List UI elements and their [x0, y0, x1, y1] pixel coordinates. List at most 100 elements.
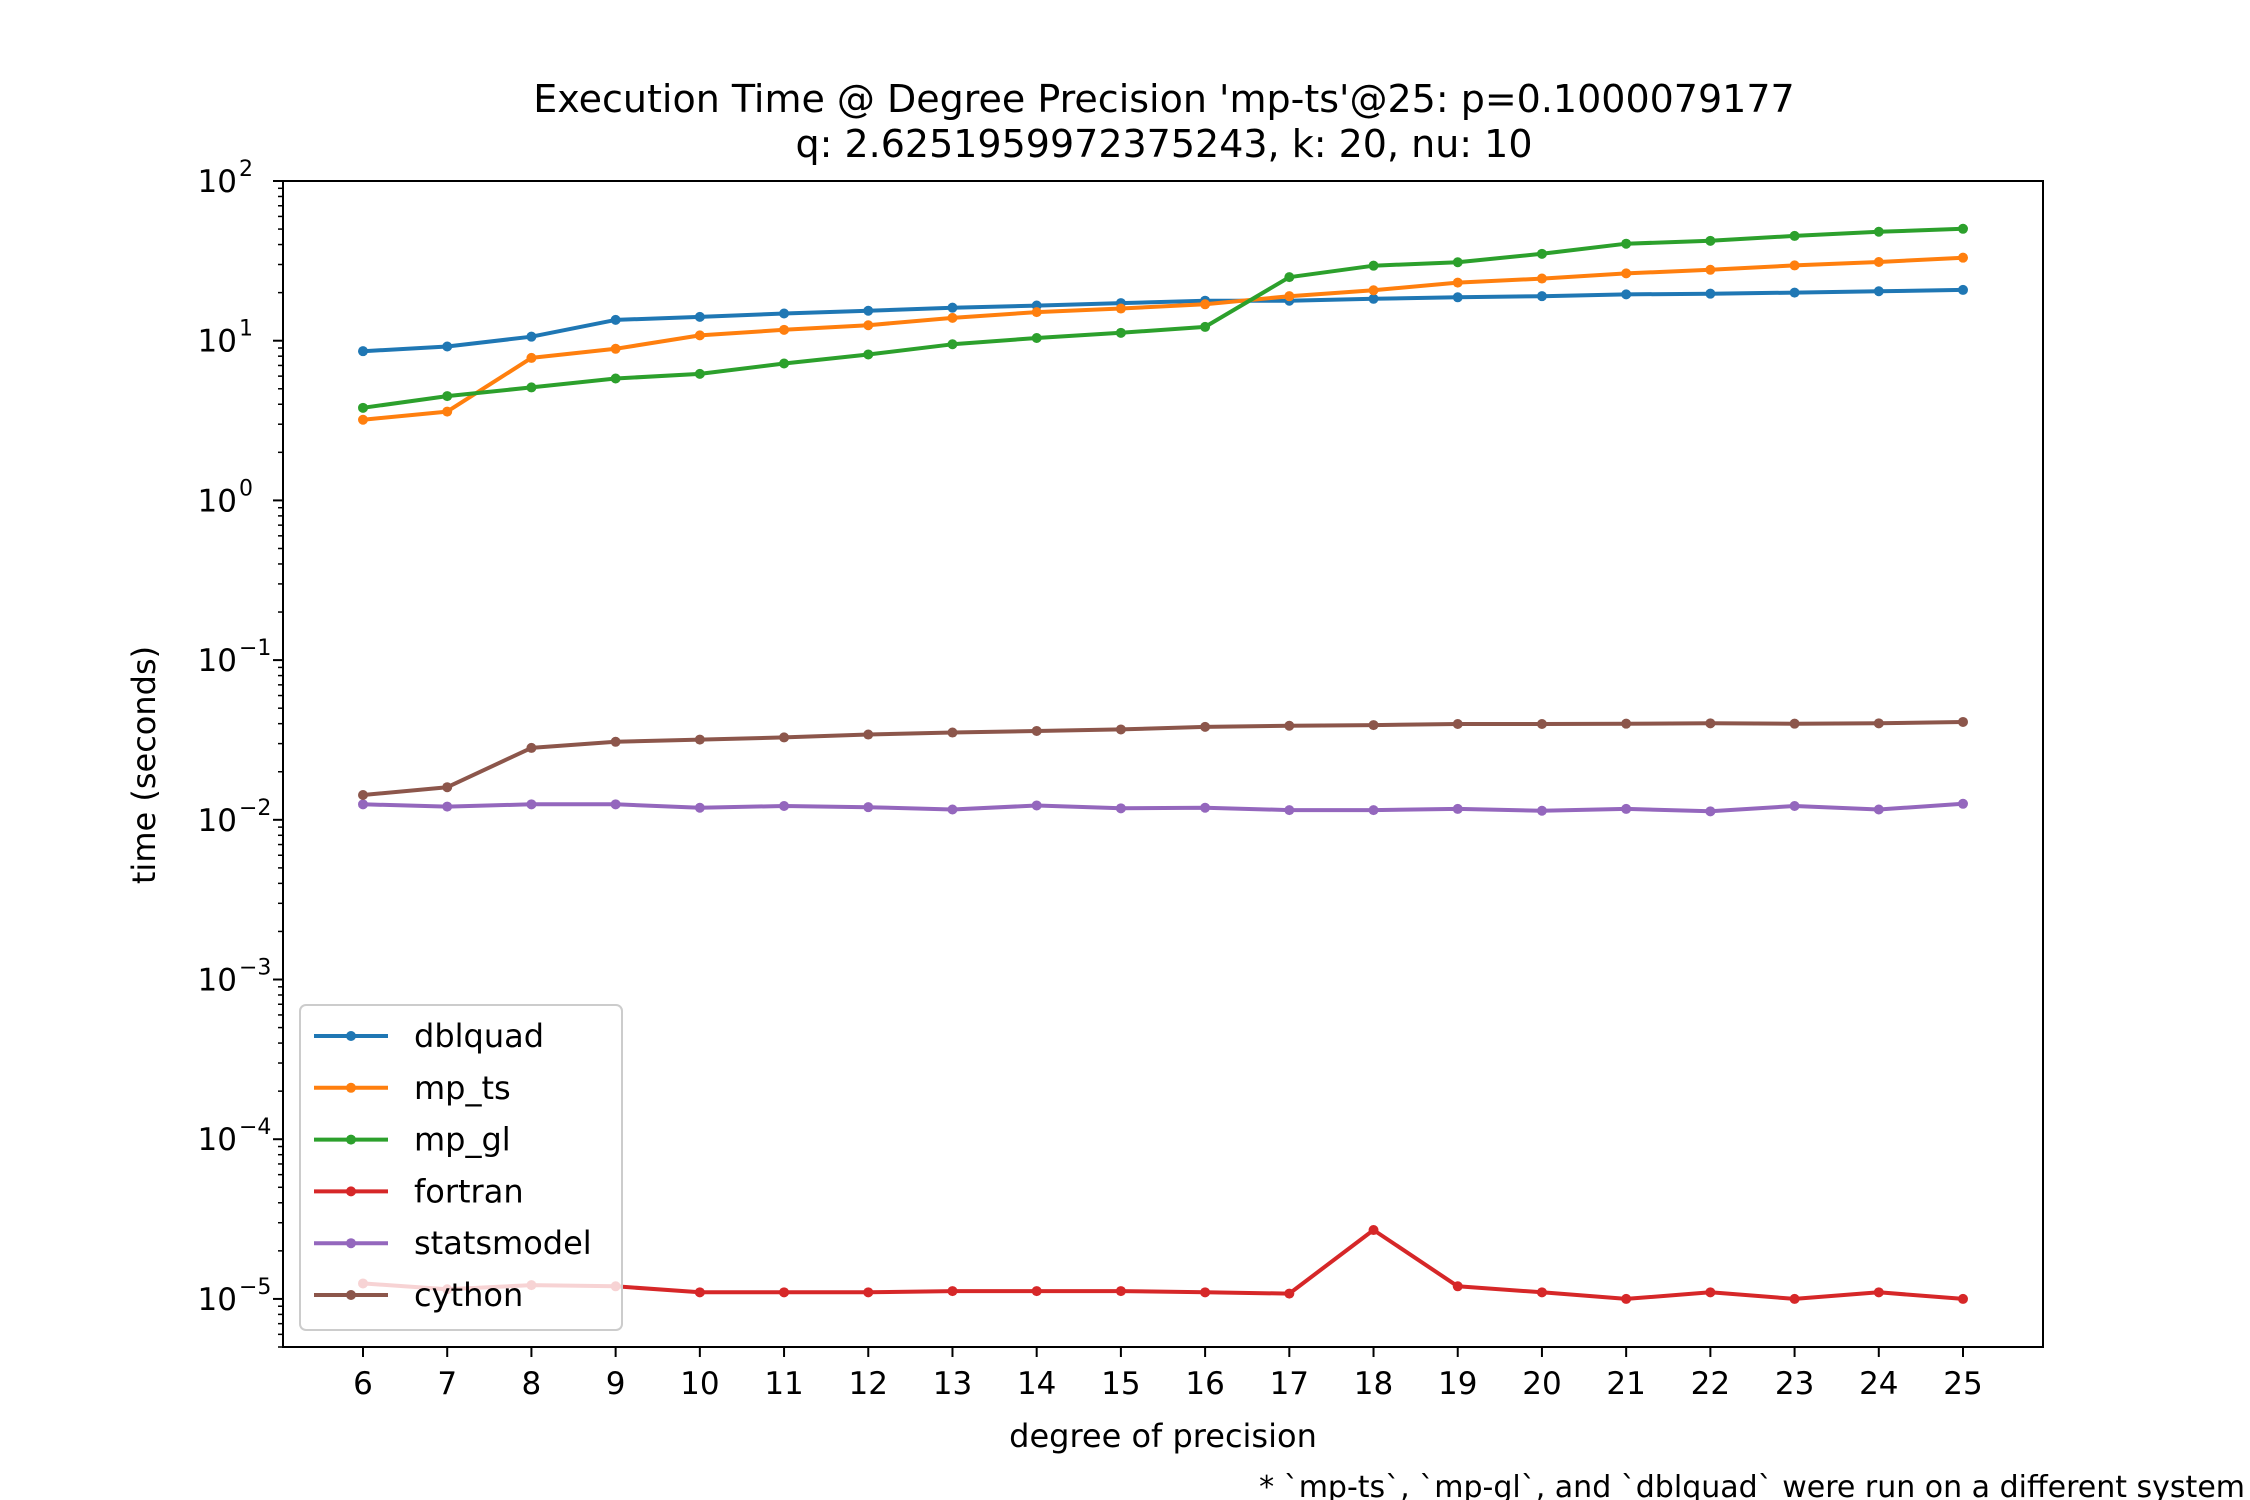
- x-tick-label: 17: [1270, 1366, 1309, 1402]
- data-point-cython: [1368, 720, 1379, 731]
- data-point-statsmodel: [526, 799, 537, 810]
- y-tick-label: 10: [198, 963, 237, 999]
- data-point-mp_gl: [1789, 230, 1800, 241]
- data-point-fortran: [1452, 1281, 1463, 1292]
- data-point-fortran: [1284, 1288, 1295, 1299]
- data-point-dblquad: [610, 314, 621, 325]
- plot-frame: [282, 180, 2044, 1348]
- data-point-mp_ts: [947, 312, 958, 323]
- x-tick-label: 14: [1017, 1366, 1056, 1402]
- data-point-cython: [947, 727, 958, 738]
- data-point-mp_ts: [1031, 307, 1042, 318]
- y-tick-exponent: −3: [239, 956, 271, 981]
- chart-title: Execution Time @ Degree Precision 'mp-ts…: [533, 77, 1794, 121]
- legend-label-mp_ts: mp_ts: [414, 1069, 511, 1107]
- data-point-statsmodel: [1789, 801, 1800, 812]
- data-point-mp_gl: [358, 402, 368, 413]
- data-point-mp_gl: [947, 339, 958, 350]
- data-point-fortran: [1621, 1293, 1632, 1304]
- data-point-fortran: [694, 1287, 705, 1298]
- data-point-cython: [1873, 718, 1884, 729]
- data-point-statsmodel: [1284, 805, 1295, 816]
- x-tick-label: 16: [1185, 1366, 1224, 1402]
- y-tick-label: 10: [198, 643, 237, 679]
- data-point-fortran: [1705, 1287, 1716, 1298]
- legend-label-dblquad: dblquad: [414, 1017, 544, 1055]
- data-point-mp_gl: [863, 349, 874, 360]
- y-tick-exponent: −2: [239, 796, 271, 821]
- y-tick-exponent: 1: [239, 317, 253, 342]
- x-tick-label: 20: [1522, 1366, 1561, 1402]
- plot-area: [358, 223, 1968, 1304]
- x-tick-label: 15: [1101, 1366, 1140, 1402]
- data-point-fortran: [863, 1287, 874, 1298]
- data-point-statsmodel: [1115, 803, 1126, 814]
- data-point-fortran: [1958, 1293, 1968, 1304]
- data-point-cython: [610, 736, 621, 747]
- data-point-mp_gl: [1621, 238, 1632, 249]
- data-point-statsmodel: [610, 799, 621, 810]
- legend-label-fortran: fortran: [414, 1172, 524, 1210]
- data-point-dblquad: [694, 311, 705, 322]
- data-point-mp_gl: [1284, 272, 1295, 283]
- data-point-fortran: [947, 1286, 958, 1297]
- data-point-mp_gl: [694, 368, 705, 379]
- footnote: * `mp-ts`, `mp-gl`, and `dblquad` were r…: [1259, 1470, 2245, 1500]
- legend-label-cython: cython: [414, 1276, 523, 1314]
- y-tick-label: 10: [198, 1122, 237, 1158]
- x-tick-label: 25: [1943, 1366, 1982, 1402]
- data-point-mp_gl: [1115, 327, 1126, 338]
- x-tick-label: 13: [933, 1366, 972, 1402]
- data-point-statsmodel: [1705, 806, 1716, 817]
- legend-marker-cython: [346, 1290, 356, 1300]
- data-point-cython: [694, 734, 705, 745]
- data-point-mp_ts: [526, 352, 537, 363]
- data-point-statsmodel: [1031, 800, 1042, 811]
- x-axis: 6 7 8 9 10 11 12 13 14 15 16 17 18 19 20 21 22 23 24 25: [353, 1347, 1983, 1402]
- data-point-cython: [1958, 716, 1968, 727]
- x-tick-label: 6: [353, 1366, 373, 1402]
- data-point-dblquad: [358, 346, 368, 357]
- data-point-statsmodel: [1621, 803, 1632, 814]
- data-point-dblquad: [1368, 293, 1379, 304]
- data-point-mp_ts: [1873, 257, 1884, 268]
- data-point-cython: [779, 732, 790, 743]
- legend-label-mp_gl: mp_gl: [414, 1121, 511, 1159]
- data-point-dblquad: [1621, 289, 1632, 300]
- data-point-cython: [358, 790, 368, 801]
- data-point-statsmodel: [358, 799, 368, 810]
- data-point-mp_gl: [1368, 260, 1379, 271]
- data-point-dblquad: [779, 308, 790, 319]
- data-point-fortran: [1200, 1287, 1211, 1298]
- data-point-mp_gl: [1536, 248, 1547, 259]
- data-point-fortran: [1873, 1287, 1884, 1298]
- x-tick-label: 22: [1691, 1366, 1730, 1402]
- data-point-mp_ts: [610, 343, 621, 354]
- data-point-mp_gl: [1452, 257, 1463, 268]
- data-point-mp_ts: [1536, 273, 1547, 284]
- data-point-cython: [1621, 718, 1632, 729]
- y-tick-exponent: −1: [239, 636, 271, 661]
- data-point-statsmodel: [947, 804, 958, 815]
- data-point-mp_gl: [442, 391, 453, 402]
- data-point-cython: [1031, 725, 1042, 736]
- data-point-cython: [1536, 719, 1547, 730]
- data-point-statsmodel: [1200, 802, 1211, 813]
- data-point-dblquad: [1789, 287, 1800, 298]
- data-point-cython: [442, 782, 453, 793]
- x-tick-label: 21: [1606, 1366, 1645, 1402]
- data-point-mp_ts: [779, 324, 790, 335]
- data-point-mp_ts: [694, 330, 705, 341]
- data-point-mp_ts: [1200, 299, 1211, 310]
- data-point-statsmodel: [694, 802, 705, 813]
- x-tick-label: 19: [1438, 1366, 1477, 1402]
- series-line-fortran: [362, 1228, 1964, 1301]
- series-line-cython: [362, 720, 1964, 797]
- y-tick-label: 10: [198, 324, 237, 360]
- data-point-mp_ts: [1705, 264, 1716, 275]
- series-line-mp_ts: [362, 255, 1964, 422]
- y-tick-label: 10: [198, 164, 237, 200]
- x-tick-label: 8: [522, 1366, 542, 1402]
- data-point-statsmodel: [442, 801, 453, 812]
